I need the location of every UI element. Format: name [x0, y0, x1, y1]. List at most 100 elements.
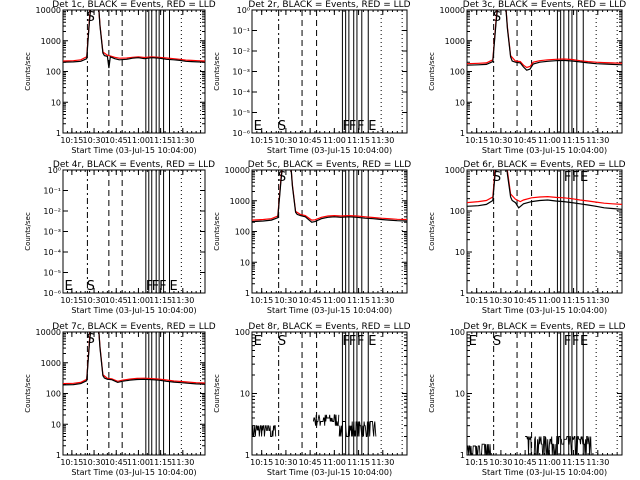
- plot-frame: [62, 9, 206, 134]
- y-tick-label: 1000: [41, 37, 61, 46]
- panel-title: Det 2r, BLACK = Events, RED = LLD: [248, 0, 410, 10]
- x-tick-label: 11:00: [323, 458, 346, 467]
- x-tick-label: 11:30: [586, 136, 609, 145]
- plot-frame: [466, 169, 623, 294]
- panel-8: Det 8r, BLACK = Events, RED = LLD 1 10 100 1…: [213, 322, 411, 477]
- series-lld-line: [467, 10, 622, 69]
- y-tick-label: 100: [235, 228, 250, 237]
- y-tick-label: 10: [240, 390, 250, 399]
- event-marker: S: [87, 332, 95, 347]
- y-tick-label: 1: [460, 129, 465, 138]
- x-tick-label: 11:30: [371, 136, 394, 145]
- x-tick-label: 11:30: [371, 296, 394, 305]
- y-tick-label: 10: [455, 248, 465, 257]
- y-tick-label: 10: [455, 390, 465, 399]
- y-tick-label: 10⁻³: [232, 68, 250, 77]
- y-tick-label: 1000: [445, 37, 465, 46]
- x-axis-label: Start Time (03-Jul-15 10:04:00): [482, 146, 607, 155]
- x-axis-label: Start Time (03-Jul-15 10:04:00): [71, 306, 196, 315]
- x-tick-label: 11:30: [171, 136, 194, 145]
- plot-frame: [251, 331, 408, 456]
- panel-title: Det 5c, BLACK = Events, RED = LLD: [248, 160, 411, 170]
- event-marker: F: [572, 334, 579, 349]
- event-marker: E: [368, 119, 376, 134]
- event-marker: F: [146, 279, 153, 294]
- event-marker: F: [564, 334, 571, 349]
- event-marker: E: [170, 279, 178, 294]
- y-tick-label: 1: [460, 451, 465, 460]
- x-tick-label: 11:00: [127, 458, 150, 467]
- y-tick-label: 10⁻¹: [232, 27, 250, 36]
- x-tick-label: 10:45: [105, 458, 128, 467]
- y-axis-label: Counts/sec: [428, 52, 436, 91]
- panel-9: Det 9r, BLACK = Events, RED = LLD 1 10 100 1…: [428, 322, 626, 477]
- y-tick-label: 1: [460, 289, 465, 298]
- event-marker: S: [87, 10, 95, 25]
- plot-frame: [251, 169, 408, 294]
- x-tick-label: 10:30: [489, 136, 512, 145]
- event-marker: E: [580, 334, 588, 349]
- x-tick-label: 11:30: [371, 458, 394, 467]
- y-tick-label: 1000: [230, 197, 250, 206]
- x-tick-label: 10:30: [83, 136, 106, 145]
- y-axis-label: Counts/sec: [213, 52, 221, 91]
- y-tick-label: 10⁻⁵: [232, 109, 250, 118]
- x-axis-label: Start Time (03-Jul-15 10:04:00): [482, 306, 607, 315]
- x-tick-label: 11:15: [149, 136, 172, 145]
- x-tick-label: 10:45: [514, 458, 537, 467]
- x-tick-label: 10:45: [299, 458, 322, 467]
- panel-3: Det 3c, BLACK = Events, RED = LLD 1 10 100 1…: [428, 0, 626, 155]
- x-tick-label: 10:30: [489, 458, 512, 467]
- event-marker: F: [357, 334, 364, 349]
- x-tick-label: 11:00: [538, 136, 561, 145]
- series-events-line: [467, 10, 622, 71]
- y-tick-label: 10: [51, 98, 61, 107]
- series-group: [467, 10, 622, 71]
- panel-4: Det 4r, BLACK = Events, RED = LLD 10⁻⁶ 10⁻…: [24, 160, 215, 315]
- x-tick-label: 11:00: [538, 458, 561, 467]
- x-tick-label: 10:15: [465, 296, 488, 305]
- x-tick-label: 10:45: [105, 136, 128, 145]
- panel-title: Det 6r, BLACK = Events, RED = LLD: [463, 160, 625, 170]
- x-tick-label: 10:15: [250, 296, 273, 305]
- series-group: [63, 10, 205, 69]
- y-tick-label: 1: [56, 129, 61, 138]
- y-tick-label: 100: [450, 328, 465, 337]
- series-group: [467, 170, 622, 210]
- panel-1: Det 1c, BLACK = Events, RED = LLD 1 10 100 1…: [24, 0, 216, 155]
- x-tick-label: 10:15: [465, 458, 488, 467]
- x-tick-label: 11:30: [586, 296, 609, 305]
- x-axis-label: Start Time (03-Jul-15 10:04:00): [267, 306, 392, 315]
- x-axis-label: Start Time (03-Jul-15 10:04:00): [71, 146, 196, 155]
- panel-title: Det 8r, BLACK = Events, RED = LLD: [248, 322, 410, 332]
- event-marker: E: [254, 334, 262, 349]
- series-events-trace: [252, 414, 377, 437]
- y-tick-label: 10000: [36, 6, 61, 15]
- x-tick-label: 11:15: [149, 296, 172, 305]
- x-tick-label: 11:00: [538, 296, 561, 305]
- y-tick-label: 10000: [440, 6, 465, 15]
- x-tick-label: 11:00: [127, 136, 150, 145]
- series-group: [252, 170, 407, 223]
- series-lld-line: [252, 170, 407, 221]
- y-tick-label: 100: [450, 68, 465, 77]
- y-tick-label: 10000: [36, 328, 61, 337]
- x-tick-label: 11:15: [562, 296, 585, 305]
- series-lld-line: [467, 170, 622, 205]
- y-tick-label: 100: [46, 68, 61, 77]
- y-tick-label: 10⁻⁵: [43, 269, 61, 278]
- y-axis-label: Counts/sec: [428, 212, 436, 251]
- y-tick-label: 1: [245, 451, 250, 460]
- x-tick-label: 10:15: [60, 296, 83, 305]
- event-marker: E: [368, 334, 376, 349]
- y-tick-label: 100: [450, 207, 465, 216]
- series-group: [252, 414, 377, 437]
- x-tick-label: 10:30: [489, 296, 512, 305]
- x-tick-label: 10:45: [514, 296, 537, 305]
- x-tick-label: 11:15: [149, 458, 172, 467]
- panel-7: Det 7c, BLACK = Events, RED = LLD 1 10 100 1…: [24, 322, 216, 477]
- y-tick-label: 1: [56, 451, 61, 460]
- panel-title: Det 3c, BLACK = Events, RED = LLD: [463, 0, 626, 10]
- series-events-line: [252, 170, 407, 223]
